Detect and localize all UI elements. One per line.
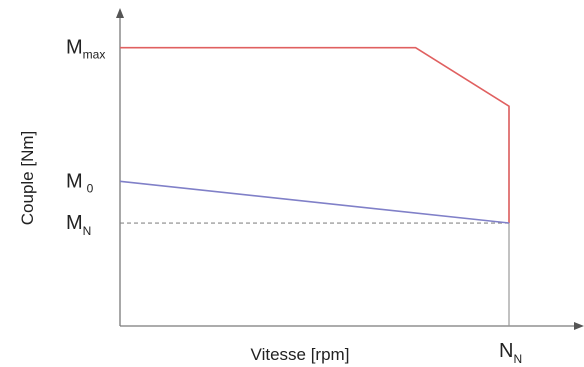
y-tick-sub-mmax: max xyxy=(83,48,106,62)
y-tick-main-m0: M xyxy=(66,170,83,192)
y-tick-label-mmax: Mmax xyxy=(66,37,105,62)
x-tick-sub-nn: N xyxy=(513,352,522,366)
y-tick-main-mn: M xyxy=(66,212,83,234)
x-tick-main-nn: N xyxy=(499,340,513,362)
y-tick-sub-mn: N xyxy=(83,224,92,238)
y-axis-arrow xyxy=(116,8,124,18)
series-line-max-torque xyxy=(120,46,510,223)
y-tick-label-mn: MN xyxy=(66,212,91,238)
y-tick-main-mmax: M xyxy=(66,37,83,59)
y-axis-title: Couple [Nm] xyxy=(18,131,37,225)
series-line-start-torque xyxy=(119,180,510,224)
x-tick-label-nn: NN xyxy=(499,340,522,366)
x-axis-title: Vitesse [rpm] xyxy=(251,345,350,364)
y-tick-sub-m0: 0 xyxy=(87,181,94,195)
x-axis-arrow xyxy=(574,322,584,330)
